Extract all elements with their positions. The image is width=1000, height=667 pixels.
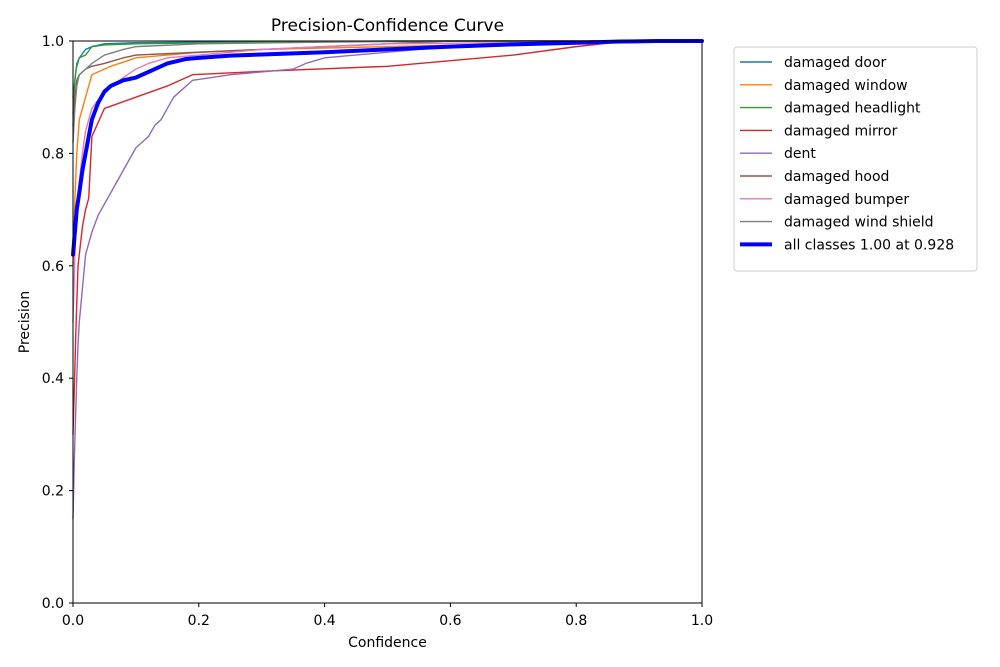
legend-label: damaged wind shield xyxy=(784,215,934,231)
legend-item-damaged-headlight: damaged headlight xyxy=(740,101,921,117)
legend-label: damaged door xyxy=(784,55,887,71)
x-tick-label: 1.0 xyxy=(691,613,713,629)
x-ticks: 0.0 0.2 0.4 0.6 0.8 1.0 xyxy=(62,603,713,629)
legend-label: all classes 1.00 at 0.928 xyxy=(784,237,954,253)
x-axis-label: Confidence xyxy=(348,635,427,651)
legend-item-damaged-bumper: damaged bumper xyxy=(740,192,909,208)
x-tick-label: 0.8 xyxy=(565,613,587,629)
legend: damaged door damaged window damaged headli… xyxy=(733,46,978,272)
series-line-all-classes-1-00-at-0-928 xyxy=(71,39,704,257)
legend-label: damaged headlight xyxy=(784,101,921,117)
y-ticks: 0.0 0.2 0.4 0.6 0.8 1.0 xyxy=(42,34,73,612)
legend-item-damaged-hood: damaged hood xyxy=(740,169,889,185)
legend-item-damaged-mirror: damaged mirror xyxy=(740,123,898,139)
series-line-damaged-window xyxy=(72,40,703,267)
y-tick-label: 0.4 xyxy=(42,371,64,387)
legend-label: damaged bumper xyxy=(784,192,909,208)
legend-label: damaged mirror xyxy=(784,123,898,139)
y-tick-label: 0.6 xyxy=(42,259,64,275)
y-tick-label: 0.8 xyxy=(42,146,64,162)
x-tick-label: 0.6 xyxy=(439,613,461,629)
chart-title: Precision-Confidence Curve xyxy=(271,16,504,36)
plot-frame xyxy=(72,40,703,604)
y-tick-label: 0.0 xyxy=(42,596,64,612)
legend-item-damaged-wind-shield: damaged wind shield xyxy=(740,215,934,231)
series-line-damaged-mirror xyxy=(72,40,703,436)
plot-background xyxy=(73,41,702,603)
series-line-damaged-wind-shield xyxy=(72,40,703,143)
legend-label: damaged window xyxy=(784,78,908,94)
legend-item-damaged-door: damaged door xyxy=(740,55,887,71)
y-tick-label: 0.2 xyxy=(42,484,64,500)
legend-label: dent xyxy=(784,146,816,162)
legend-box xyxy=(733,46,978,272)
y-tick-label: 1.0 xyxy=(42,34,64,50)
x-tick-label: 0.2 xyxy=(188,613,210,629)
y-axis-label: Precision xyxy=(17,291,33,353)
legend-label: damaged hood xyxy=(784,169,889,185)
legend-item-damaged-window: damaged window xyxy=(740,78,908,94)
series-line-dent xyxy=(72,40,703,520)
x-tick-label: 0.4 xyxy=(313,613,335,629)
x-tick-label: 0.0 xyxy=(62,613,84,629)
legend-item-dent: dent xyxy=(740,146,816,162)
legend-item-all-classes-1-00-at-0-928: all classes 1.00 at 0.928 xyxy=(740,237,954,253)
